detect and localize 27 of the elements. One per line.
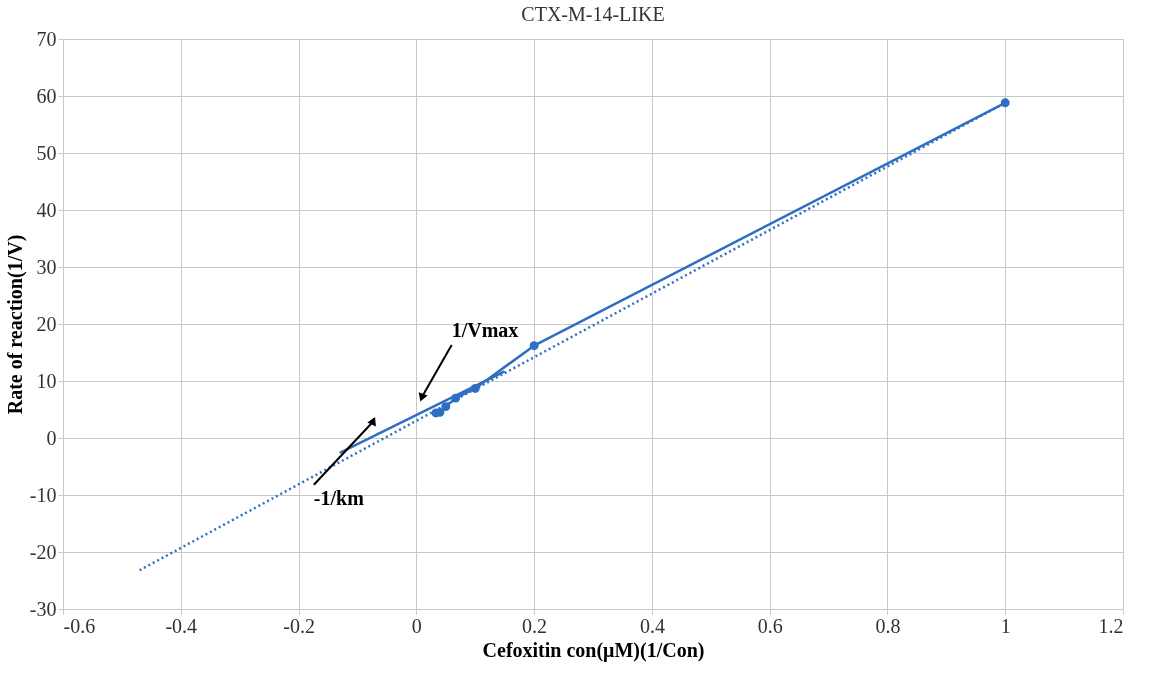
y-tick-label: -20 bbox=[29, 540, 57, 563]
y-tick-label: 30 bbox=[36, 255, 57, 278]
y-tick-label: 40 bbox=[36, 198, 57, 221]
y-axis-title: Rate of reaction(1/V) bbox=[3, 234, 27, 415]
y-tick-label: -30 bbox=[29, 597, 57, 620]
y-tick-label: 60 bbox=[36, 84, 57, 107]
x-tick-label: -0.2 bbox=[283, 614, 315, 637]
x-tick-label: -0.4 bbox=[165, 614, 198, 637]
y-tick-label: 0 bbox=[46, 426, 57, 449]
y-tick-label: 10 bbox=[36, 369, 57, 392]
annotation: -1/km bbox=[313, 486, 365, 509]
x-tick-label: 0.6 bbox=[757, 614, 783, 637]
x-tick-label: -0.6 bbox=[63, 614, 96, 637]
point bbox=[529, 341, 539, 351]
y-tick-label: 50 bbox=[36, 141, 57, 164]
y-tick-label: 70 bbox=[36, 27, 57, 50]
x-tick-label: 0.4 bbox=[639, 614, 665, 637]
annotation: 1/Vmax bbox=[451, 319, 519, 342]
y-tick-label: 20 bbox=[36, 312, 57, 335]
x-axis-title: Cefoxitin con(μM)(1/Con) bbox=[482, 638, 705, 662]
x-tick-label: 1 bbox=[1000, 614, 1011, 637]
x-tick-label: 0.8 bbox=[875, 614, 901, 637]
y-tick-label: -10 bbox=[29, 483, 57, 506]
x-tick-label: 1.2 bbox=[1098, 614, 1124, 637]
chart-title: CTX-M-14-LIKE bbox=[521, 3, 665, 25]
x-tick-label: 0.2 bbox=[522, 614, 548, 637]
x-tick-label: 0 bbox=[411, 614, 422, 637]
